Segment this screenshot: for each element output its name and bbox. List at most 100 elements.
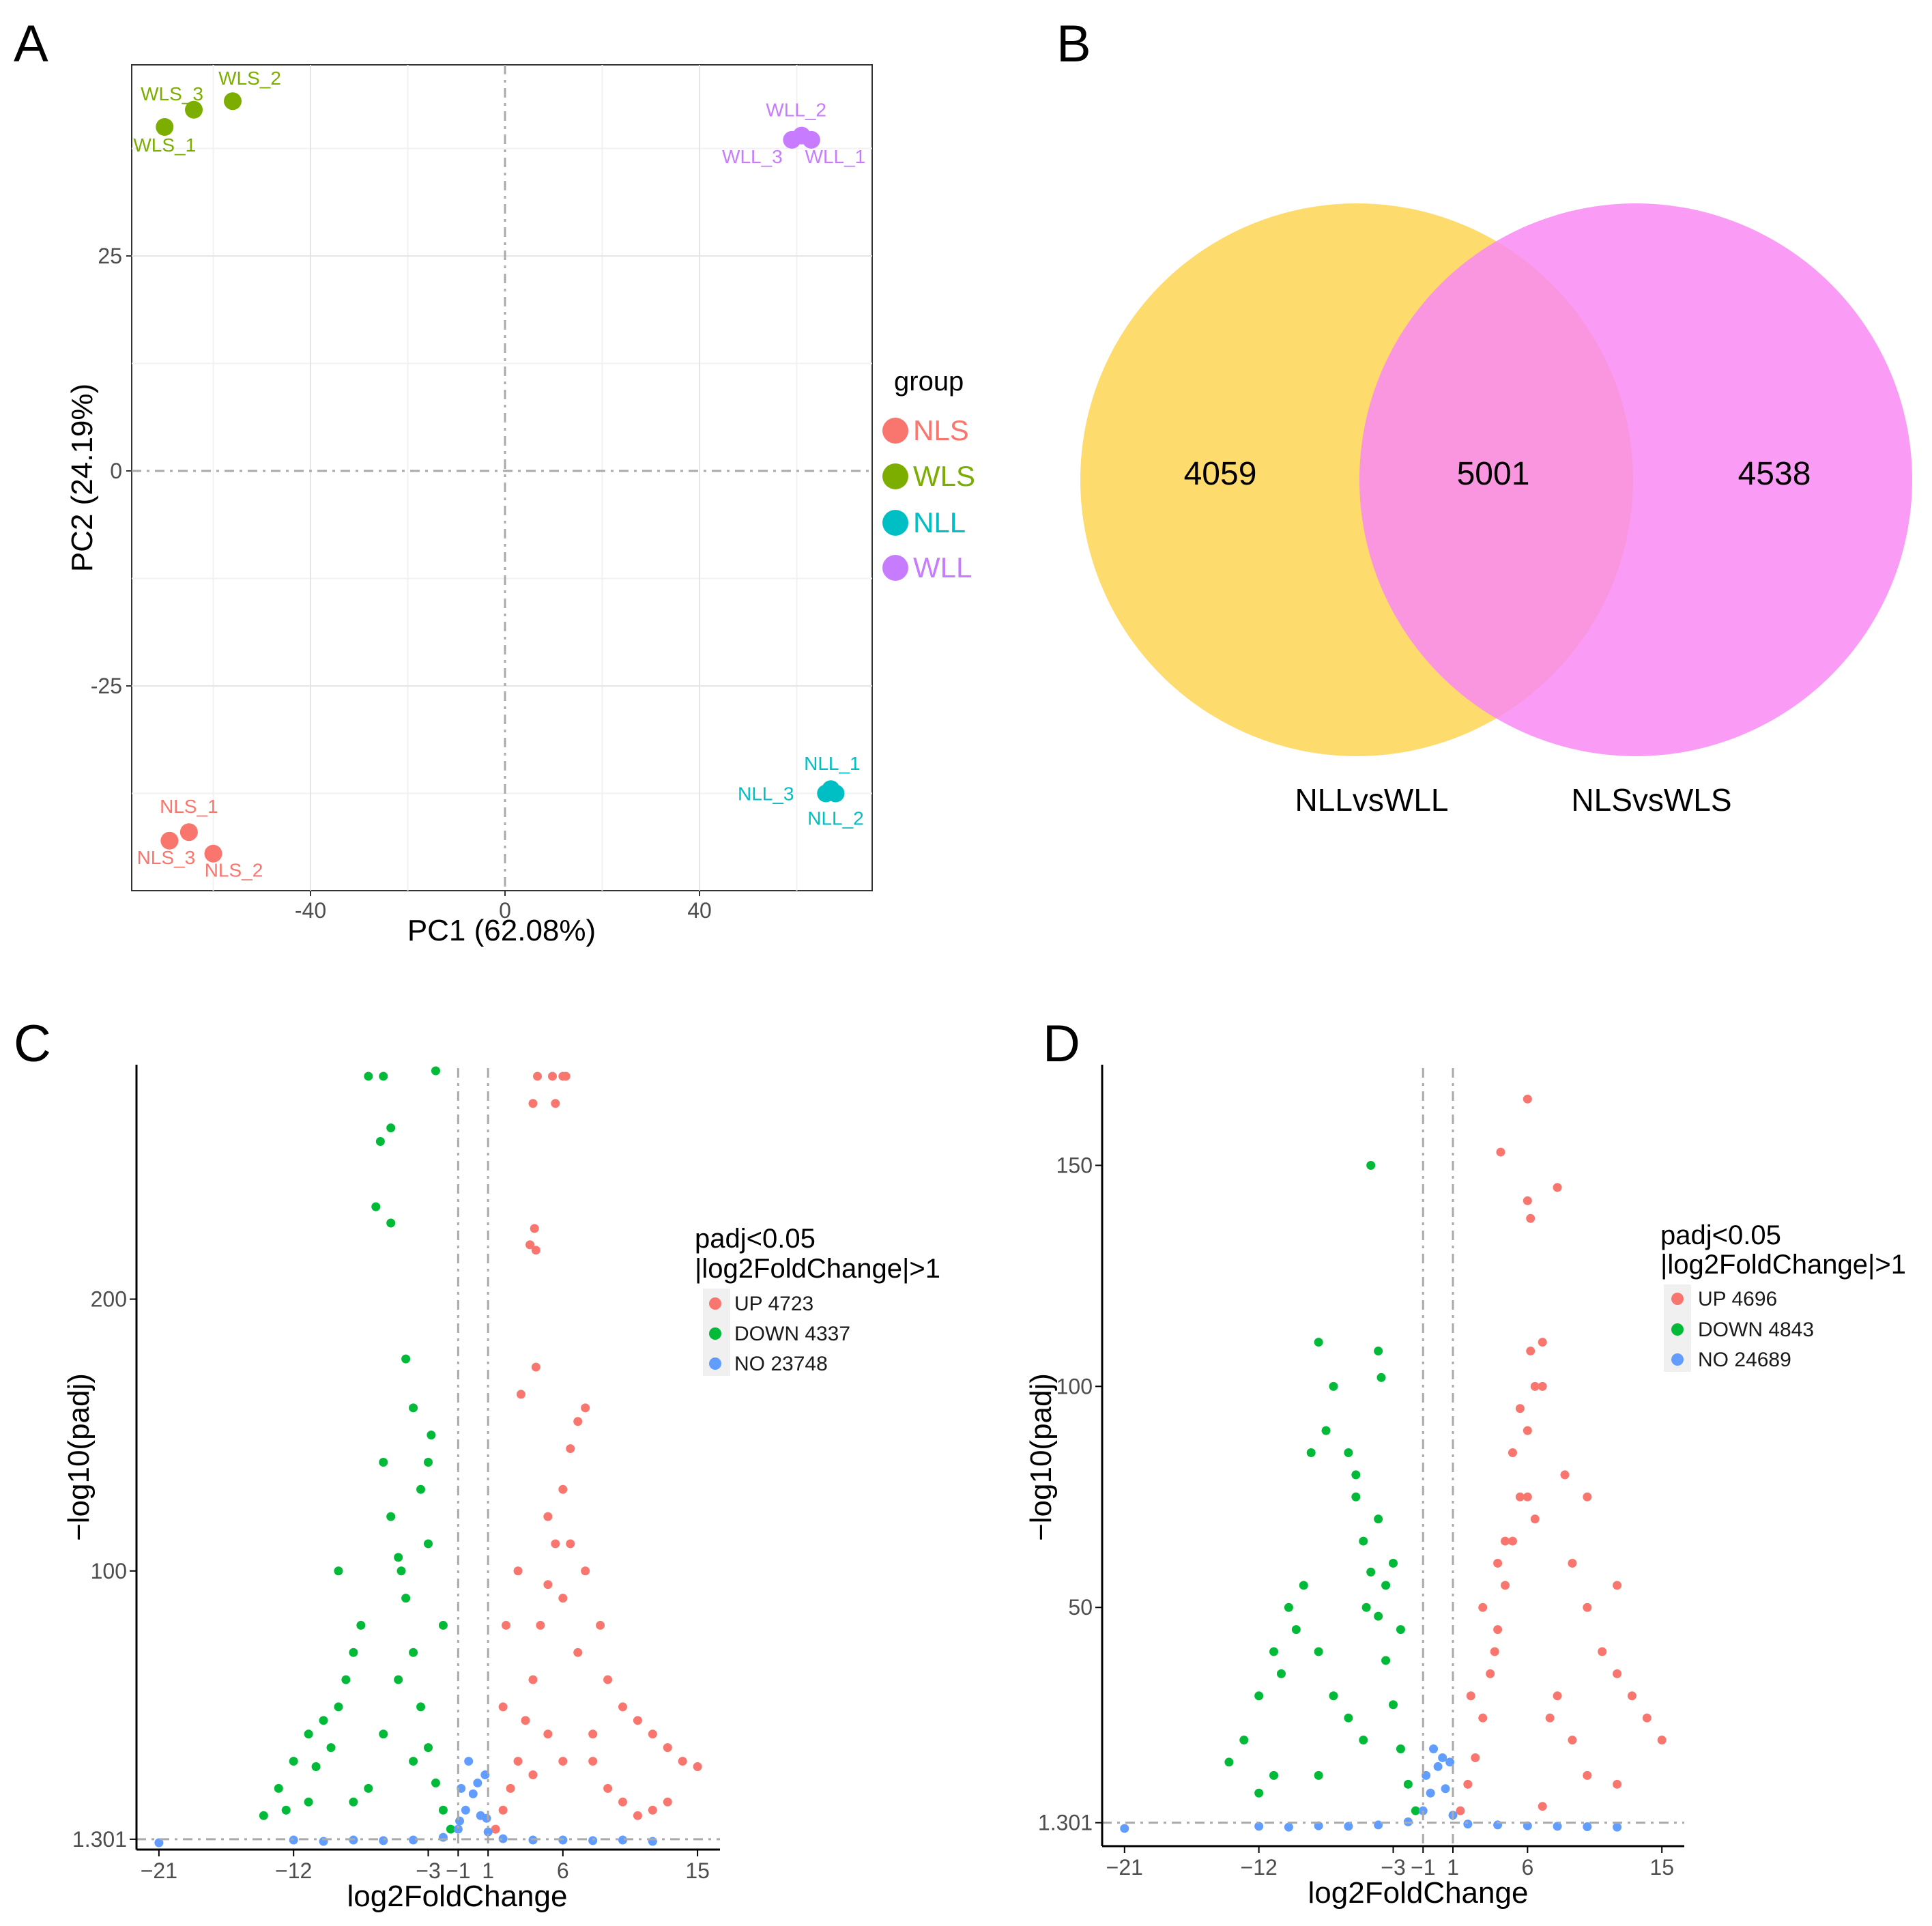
volcano-d-point-no	[1553, 1822, 1562, 1831]
volcano-c-point-up	[558, 1594, 568, 1603]
volcano-d-point-up	[1583, 1492, 1592, 1501]
volcano-c-point-up	[513, 1566, 523, 1576]
pca-x-tick-label: 40	[687, 898, 712, 923]
pca-y-tick-label: 0	[110, 459, 122, 483]
legend-key-nls	[882, 418, 908, 444]
volcano-d-point-up	[1526, 1347, 1535, 1356]
volcano-c-legend: padj<0.05 |log2FoldChange|>1 UP 4723 DOW…	[695, 1224, 940, 1376]
panel-letter-c: C	[14, 1015, 51, 1073]
volcano-d-point-down	[1374, 1611, 1383, 1621]
volcano-d-point-up	[1568, 1736, 1577, 1745]
volcano-d-x-tick-label: −21	[1106, 1855, 1143, 1880]
volcano-d-point-down	[1329, 1381, 1338, 1391]
volcano-c-point-down	[289, 1757, 298, 1766]
volcano-c-point-down	[386, 1218, 396, 1228]
volcano-d-point-down	[1239, 1736, 1249, 1745]
volcano-d-point-no	[1433, 1762, 1443, 1771]
pca-point-label: WLL_3	[722, 146, 783, 167]
volcano-d-point-no	[1463, 1820, 1473, 1829]
volcano-c-x-tick-label: 6	[557, 1858, 569, 1883]
volcano-d-point-down	[1381, 1581, 1391, 1590]
volcano-d-y-tick-label: 100	[1056, 1374, 1093, 1398]
volcano-d-point-up	[1486, 1669, 1495, 1678]
volcano-d-point-down	[1359, 1536, 1368, 1546]
volcano-c-point-down	[397, 1566, 406, 1576]
volcano-c-point-up	[516, 1390, 525, 1399]
pca-x-tick-label: -40	[295, 898, 326, 923]
volcano-d-point-up	[1456, 1806, 1465, 1815]
volcano-c-point-no	[453, 1824, 463, 1834]
volcano-d-point-down	[1366, 1567, 1376, 1577]
volcano-d-point-up	[1657, 1736, 1667, 1745]
volcano-c-point-down	[394, 1553, 403, 1562]
pca-ticks: -40 0 40 25 0 -25	[91, 244, 712, 923]
legend-label-nll: NLL	[913, 506, 966, 538]
volcano-d-point-no	[1254, 1822, 1264, 1831]
volcano-d-point-up	[1496, 1147, 1505, 1157]
pca-plot: -40 0 40 25 0 -25 NLS_1 NLS_2 NLS_3 WLS_1 WLS_2 WL…	[66, 64, 975, 947]
volcano-d-y-axis-title: −log10(padj)	[1024, 1373, 1058, 1541]
volcano-c-point-down	[446, 1824, 455, 1834]
volcano-c-point-up	[633, 1811, 642, 1820]
volcano-c-point-up	[618, 1797, 627, 1807]
volcano-d-plot-area: −21 −12 −3 −1 1 6 15 1.301 50 100 150	[1038, 1068, 1684, 1880]
pca-point-label: WLL_1	[805, 146, 866, 167]
volcano-c-point-down	[386, 1123, 396, 1133]
pca-point-label: WLS_2	[218, 68, 281, 89]
volcano-d-legend-label-up: UP 4696	[1698, 1288, 1777, 1310]
volcano-c-point-up	[648, 1729, 657, 1739]
venn-circle-nlsvswls	[1359, 203, 1912, 756]
pca-point-label: WLS_3	[141, 83, 203, 104]
volcano-d-point-down	[1374, 1514, 1383, 1524]
volcano-d-legend-key-up	[1671, 1293, 1684, 1305]
volcano-d-point-down	[1299, 1581, 1308, 1590]
volcano-d-point-up	[1560, 1470, 1570, 1480]
volcano-c-x-axis-title: log2FoldChange	[347, 1880, 568, 1913]
volcano-d-point-no	[1344, 1822, 1353, 1831]
volcano-c-legend-key-up	[709, 1297, 721, 1310]
volcano-c-legend-label-up: UP 4723	[734, 1293, 813, 1315]
volcano-c-point-no	[289, 1835, 298, 1845]
volcano-d-point-down	[1269, 1647, 1279, 1656]
volcano-d-point-down	[1314, 1338, 1323, 1347]
volcano-d-point-no	[1438, 1753, 1447, 1762]
volcano-c-point-up	[663, 1743, 672, 1753]
volcano-d-point-up	[1490, 1647, 1499, 1656]
pca-point-label: WLS_1	[133, 134, 196, 156]
volcano-d-point-up	[1538, 1338, 1547, 1347]
volcano-d-point-up	[1478, 1602, 1488, 1612]
volcano-c-point-up	[573, 1648, 583, 1657]
volcano-d-point-up	[1583, 1602, 1592, 1612]
volcano-d-point-down	[1276, 1669, 1286, 1678]
volcano-c-point-down	[326, 1743, 336, 1753]
volcano-d-legend-title-line2: |log2FoldChange|>1	[1660, 1250, 1906, 1280]
volcano-c-point-up	[528, 1099, 538, 1108]
volcano-c-point-up	[502, 1620, 510, 1630]
volcano-c-plot-area: −21 −12 −3 −1 1 6 15 1.301 100 200	[72, 1066, 720, 1883]
volcano-d-point-down	[1254, 1691, 1264, 1701]
volcano-c-point-no	[409, 1835, 418, 1845]
pca-y-tick-label: 25	[98, 244, 122, 268]
pca-point-label: NLL_3	[738, 784, 794, 805]
volcano-c-point-up	[558, 1072, 568, 1081]
volcano-c-point-down	[334, 1702, 343, 1712]
pca-point-wls-3	[185, 100, 203, 119]
volcano-d-point-down	[1396, 1625, 1405, 1635]
volcano-c-x-tick-label: 15	[685, 1858, 710, 1883]
volcano-c-point-down	[409, 1403, 418, 1413]
volcano-d-x-tick-label: −1	[1411, 1855, 1435, 1880]
pca-point-nls-1	[179, 823, 198, 842]
volcano-c-y-tick-label: 200	[91, 1287, 127, 1312]
legend-key-wls	[882, 463, 908, 489]
volcano-d-point-up	[1515, 1404, 1525, 1413]
volcano-d-point-no	[1374, 1820, 1383, 1830]
volcano-d-point-up	[1463, 1779, 1473, 1789]
volcano-d-x-tick-label: 1	[1447, 1855, 1459, 1880]
volcano-c-y-tick-label: 1.301	[72, 1827, 127, 1852]
volcano-c-point-down	[386, 1512, 396, 1521]
volcano-c-point-down	[356, 1620, 366, 1630]
pca-plot-frame	[131, 64, 873, 891]
volcano-c-point-up	[603, 1783, 613, 1793]
volcano-c-point-up	[566, 1539, 575, 1549]
